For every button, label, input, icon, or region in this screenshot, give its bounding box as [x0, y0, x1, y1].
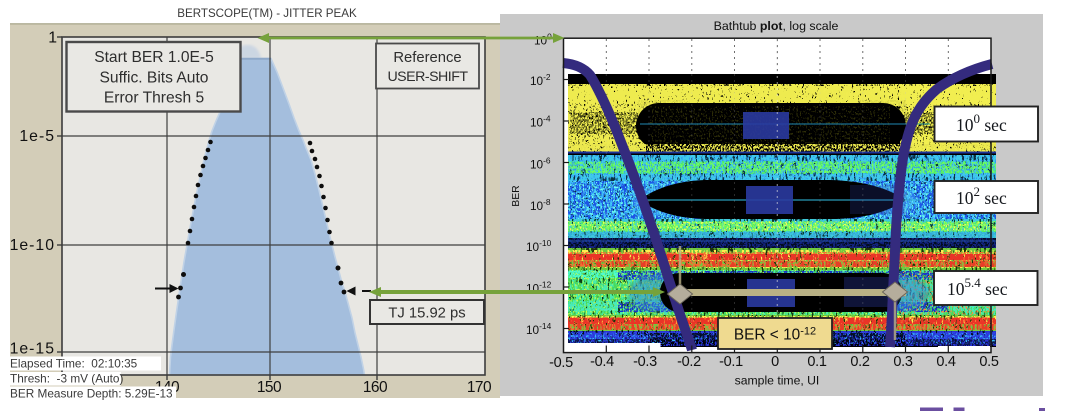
svg-text:0.5: 0.5: [979, 354, 998, 370]
svg-text:USER-SHIFT: USER-SHIFT: [387, 69, 468, 85]
svg-text:102 sec: 102 sec: [956, 184, 1007, 208]
svg-text:1e-15: 1e-15: [10, 341, 55, 358]
svg-text:BER: BER: [511, 185, 522, 207]
svg-text:Start BER 1.0E-5: Start BER 1.0E-5: [94, 49, 214, 66]
svg-text:sample time, UI: sample time, UI: [735, 374, 820, 388]
svg-text:TJ 15.92 ps: TJ 15.92 ps: [388, 306, 465, 322]
svg-text:Bathtub plot, log scale: Bathtub plot, log scale: [714, 19, 839, 33]
svg-text:BER Measure Depth: 5.29E-13: BER Measure Depth: 5.29E-13: [10, 387, 173, 401]
svg-text:-0.3: -0.3: [633, 354, 657, 370]
svg-text:BERTSCOPE(TM) - JITTER PEAK: BERTSCOPE(TM) - JITTER PEAK: [177, 7, 357, 20]
svg-text:150: 150: [257, 379, 282, 396]
svg-text:BER < 10-12: BER < 10-12: [734, 326, 816, 344]
svg-text:0.3: 0.3: [893, 354, 912, 370]
svg-text:160: 160: [363, 379, 388, 396]
svg-text:Elapsed Time: 02:10:35: Elapsed Time: 02:10:35: [10, 357, 138, 371]
svg-text:0.2: 0.2: [850, 354, 869, 370]
svg-text:0: 0: [771, 354, 779, 370]
svg-text:-0.5: -0.5: [549, 355, 573, 371]
svg-text:0.4: 0.4: [936, 354, 955, 370]
svg-text:Error Thresh 5: Error Thresh 5: [104, 90, 205, 107]
svg-text:Suffic. Bits Auto: Suffic. Bits Auto: [100, 70, 209, 87]
svg-text:1e-5: 1e-5: [19, 128, 55, 145]
svg-text:1: 1: [48, 30, 57, 47]
svg-text:0.1: 0.1: [807, 354, 826, 370]
svg-text:Reference: Reference: [393, 50, 461, 66]
svg-text:100 sec: 100 sec: [956, 111, 1007, 135]
svg-text:-0.1: -0.1: [719, 354, 743, 370]
svg-text:-0.4: -0.4: [590, 354, 614, 370]
svg-text:1e-10: 1e-10: [10, 237, 55, 254]
svg-text:Thresh: -3 mV (Auto): Thresh: -3 mV (Auto): [10, 372, 123, 386]
svg-text:-0.2: -0.2: [677, 354, 701, 370]
svg-text:170: 170: [467, 379, 492, 396]
